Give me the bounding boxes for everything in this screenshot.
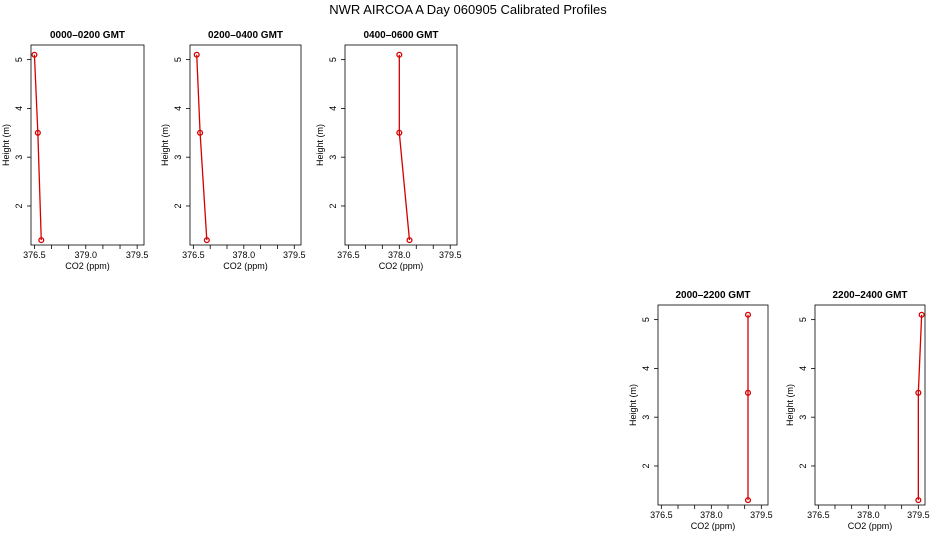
x-tick-label: 378.0 xyxy=(700,510,723,520)
y-tick-label: 2 xyxy=(641,463,651,468)
data-point xyxy=(406,237,413,244)
data-point xyxy=(31,51,38,58)
x-tick-label: 379.5 xyxy=(750,510,773,520)
data-point xyxy=(396,129,403,136)
y-axis-label: Height (m) xyxy=(315,124,325,166)
panel-title: 2000–2200 GMT xyxy=(675,290,750,301)
plot-frame xyxy=(30,44,145,246)
x-axis-label: CO2 (ppm) xyxy=(691,521,736,531)
y-tick-label: 2 xyxy=(173,203,183,208)
y-tick-label: 5 xyxy=(14,57,24,62)
y-tick-label: 3 xyxy=(798,415,808,420)
profile-line xyxy=(196,54,208,241)
data-point xyxy=(203,237,210,244)
x-axis-label: CO2 (ppm) xyxy=(65,261,110,271)
plot-frame xyxy=(657,304,769,506)
data-point xyxy=(744,497,752,504)
x-tick-label: 378.0 xyxy=(857,510,880,520)
y-tick-label: 5 xyxy=(641,317,651,322)
x-tick-label: 379.5 xyxy=(439,250,462,260)
profile-line xyxy=(917,314,923,501)
y-tick-label: 3 xyxy=(173,155,183,160)
y-tick-label: 5 xyxy=(798,317,808,322)
data-point xyxy=(34,129,41,136)
data-point xyxy=(396,51,403,58)
data-point xyxy=(918,311,925,318)
y-axis-label: Height (m) xyxy=(785,384,795,426)
plot-frame xyxy=(189,44,302,246)
panel-title: 0400–0600 GMT xyxy=(363,30,438,41)
x-tick-label: 376.5 xyxy=(182,250,205,260)
x-tick-label: 376.5 xyxy=(23,250,46,260)
x-tick-label: 378.0 xyxy=(388,250,411,260)
y-axis-label: Height (m) xyxy=(1,124,11,166)
x-tick-label: 378.0 xyxy=(233,250,256,260)
y-tick-label: 2 xyxy=(14,203,24,208)
y-tick-label: 2 xyxy=(798,463,808,468)
x-tick-label: 379.5 xyxy=(283,250,306,260)
x-tick-label: 379.5 xyxy=(907,510,930,520)
data-point xyxy=(744,311,752,318)
panel-title: 0000–0200 GMT xyxy=(50,30,125,41)
y-tick-label: 4 xyxy=(641,366,651,371)
panel-title: 2200–2400 GMT xyxy=(832,290,907,301)
data-point xyxy=(38,237,45,244)
y-axis-label: Height (m) xyxy=(628,384,638,426)
y-tick-label: 3 xyxy=(641,415,651,420)
profile-line xyxy=(33,54,42,241)
y-tick-label: 4 xyxy=(14,106,24,111)
y-tick-label: 4 xyxy=(173,106,183,111)
data-point xyxy=(915,497,922,504)
y-tick-label: 3 xyxy=(14,155,24,160)
y-tick-label: 5 xyxy=(173,57,183,62)
x-tick-label: 376.5 xyxy=(650,510,673,520)
plot-frame xyxy=(814,304,926,506)
data-point xyxy=(193,51,200,58)
y-tick-label: 4 xyxy=(328,106,338,111)
y-tick-label: 5 xyxy=(328,57,338,62)
y-axis-label: Height (m) xyxy=(160,124,170,166)
x-tick-label: 379.5 xyxy=(126,250,149,260)
y-tick-label: 3 xyxy=(328,155,338,160)
x-axis-label: CO2 (ppm) xyxy=(223,261,268,271)
data-point xyxy=(197,129,204,136)
profile-line xyxy=(398,54,411,241)
data-point xyxy=(744,389,752,396)
x-tick-label: 379.0 xyxy=(75,250,98,260)
x-tick-label: 376.5 xyxy=(337,250,360,260)
y-tick-label: 4 xyxy=(798,366,808,371)
page-title: NWR AIRCOA A Day 060905 Calibrated Profi… xyxy=(329,2,607,17)
x-axis-label: CO2 (ppm) xyxy=(848,521,893,531)
x-axis-label: CO2 (ppm) xyxy=(379,261,424,271)
y-tick-label: 2 xyxy=(328,203,338,208)
data-point xyxy=(915,389,922,396)
x-tick-label: 376.5 xyxy=(807,510,830,520)
plot-frame xyxy=(344,44,458,246)
panel-title: 0200–0400 GMT xyxy=(208,30,283,41)
